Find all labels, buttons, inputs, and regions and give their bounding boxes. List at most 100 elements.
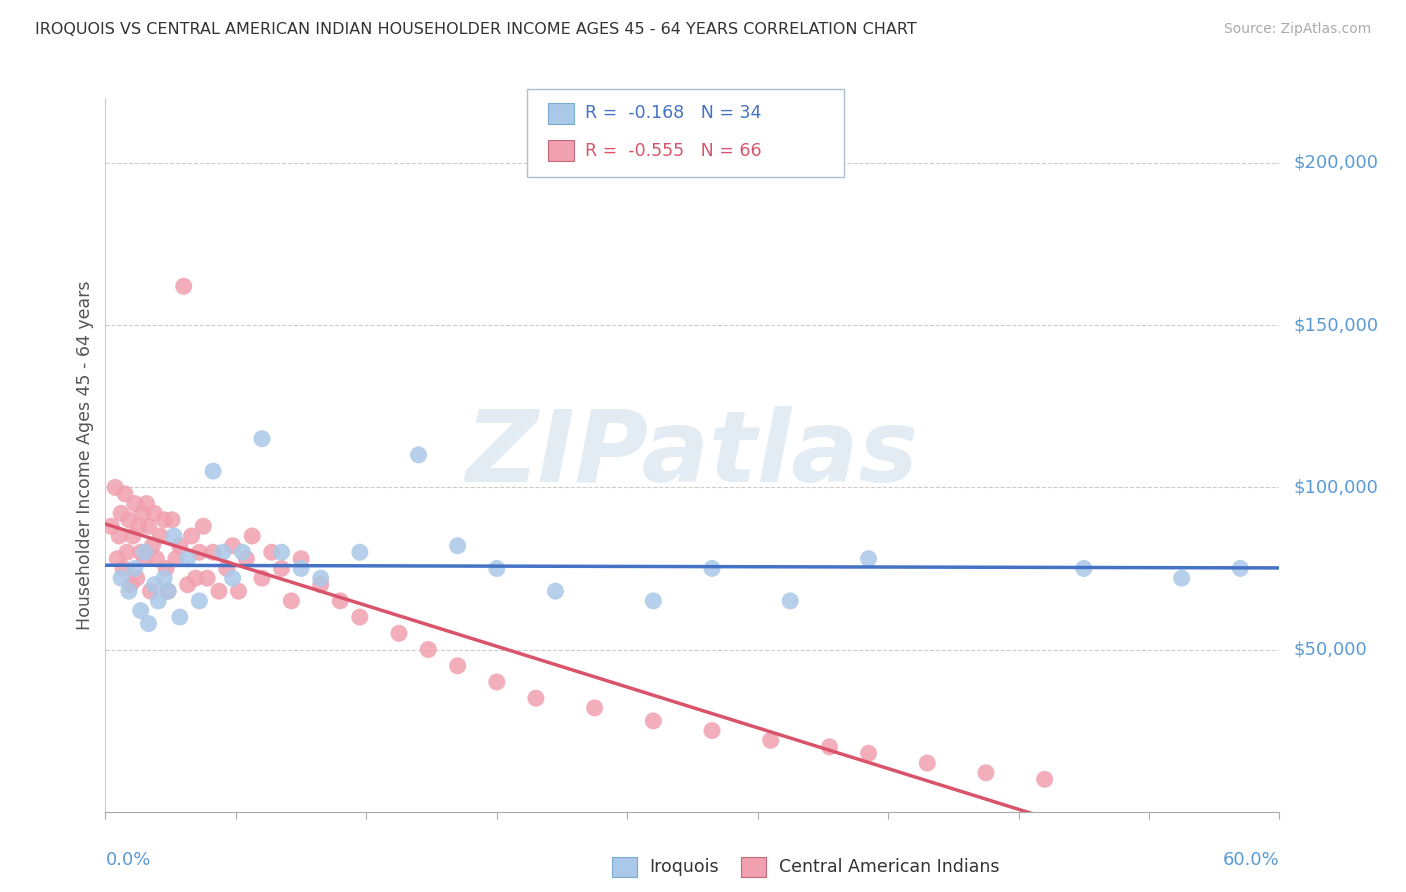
- Point: [112, 561, 135, 575]
- Point: [215, 561, 238, 575]
- Text: Source: ZipAtlas.com: Source: ZipAtlas.com: [1223, 22, 1371, 37]
- Point: [235, 551, 257, 566]
- Point: [208, 584, 231, 599]
- Point: [155, 561, 177, 575]
- Point: [169, 539, 191, 553]
- Point: [188, 594, 211, 608]
- Point: [779, 594, 801, 608]
- Point: [700, 561, 723, 575]
- Point: [184, 571, 207, 585]
- Point: [309, 571, 332, 585]
- Point: [153, 513, 176, 527]
- Point: [228, 584, 250, 599]
- Point: [858, 747, 880, 761]
- Point: [583, 701, 606, 715]
- Point: [121, 529, 143, 543]
- Point: [270, 561, 292, 575]
- Point: [544, 584, 567, 599]
- Point: [176, 577, 198, 591]
- Text: Iroquois: Iroquois: [650, 858, 720, 876]
- Text: 60.0%: 60.0%: [1223, 851, 1279, 869]
- Point: [643, 714, 665, 728]
- Point: [115, 545, 138, 559]
- Point: [231, 545, 253, 559]
- Point: [143, 577, 166, 591]
- Point: [524, 691, 547, 706]
- Point: [349, 545, 371, 559]
- Point: [290, 561, 312, 575]
- Point: [157, 584, 180, 599]
- Point: [134, 545, 156, 559]
- Point: [134, 551, 156, 566]
- Point: [485, 675, 508, 690]
- Point: [349, 610, 371, 624]
- Text: Central American Indians: Central American Indians: [779, 858, 1000, 876]
- Point: [100, 519, 122, 533]
- Point: [110, 506, 132, 520]
- Point: [135, 497, 157, 511]
- Text: $100,000: $100,000: [1294, 478, 1378, 496]
- Point: [202, 464, 225, 478]
- Text: R =  -0.168   N = 34: R = -0.168 N = 34: [585, 104, 761, 122]
- Point: [145, 551, 167, 566]
- Point: [188, 545, 211, 559]
- Point: [110, 571, 132, 585]
- Point: [290, 551, 312, 566]
- Text: R =  -0.555   N = 66: R = -0.555 N = 66: [585, 142, 762, 160]
- Point: [141, 539, 163, 553]
- Point: [240, 529, 263, 543]
- Point: [974, 765, 997, 780]
- Point: [157, 584, 180, 599]
- Point: [169, 610, 191, 624]
- Point: [131, 506, 153, 520]
- Point: [260, 545, 283, 559]
- Point: [250, 571, 273, 585]
- Point: [118, 513, 141, 527]
- Point: [280, 594, 302, 608]
- Text: $200,000: $200,000: [1294, 154, 1378, 172]
- Point: [818, 739, 841, 754]
- Point: [408, 448, 430, 462]
- Point: [160, 513, 183, 527]
- Point: [180, 529, 202, 543]
- Point: [139, 584, 162, 599]
- Point: [270, 545, 292, 559]
- Point: [114, 487, 136, 501]
- Point: [195, 571, 218, 585]
- Y-axis label: Householder Income Ages 45 - 64 years: Householder Income Ages 45 - 64 years: [76, 280, 94, 630]
- Point: [1229, 561, 1251, 575]
- Point: [193, 519, 215, 533]
- Point: [485, 561, 508, 575]
- Point: [148, 594, 170, 608]
- Point: [153, 571, 176, 585]
- Point: [149, 529, 172, 543]
- Text: IROQUOIS VS CENTRAL AMERICAN INDIAN HOUSEHOLDER INCOME AGES 45 - 64 YEARS CORREL: IROQUOIS VS CENTRAL AMERICAN INDIAN HOUS…: [35, 22, 917, 37]
- Point: [309, 577, 332, 591]
- Point: [105, 551, 128, 566]
- Text: 0.0%: 0.0%: [105, 851, 150, 869]
- Point: [125, 571, 148, 585]
- Point: [124, 497, 146, 511]
- Point: [128, 519, 150, 533]
- Point: [176, 551, 198, 566]
- Point: [643, 594, 665, 608]
- Point: [250, 432, 273, 446]
- Point: [759, 733, 782, 747]
- Point: [138, 616, 160, 631]
- Point: [202, 545, 225, 559]
- Point: [163, 529, 186, 543]
- Point: [211, 545, 233, 559]
- Point: [1170, 571, 1192, 585]
- Text: $50,000: $50,000: [1294, 640, 1367, 658]
- Point: [124, 561, 146, 575]
- Point: [418, 642, 440, 657]
- Point: [173, 279, 195, 293]
- Text: ZIPatlas: ZIPatlas: [465, 407, 920, 503]
- Point: [165, 551, 187, 566]
- Point: [221, 571, 243, 585]
- Point: [104, 480, 127, 494]
- Point: [858, 551, 880, 566]
- Point: [1033, 772, 1056, 787]
- Point: [118, 584, 141, 599]
- Point: [143, 506, 166, 520]
